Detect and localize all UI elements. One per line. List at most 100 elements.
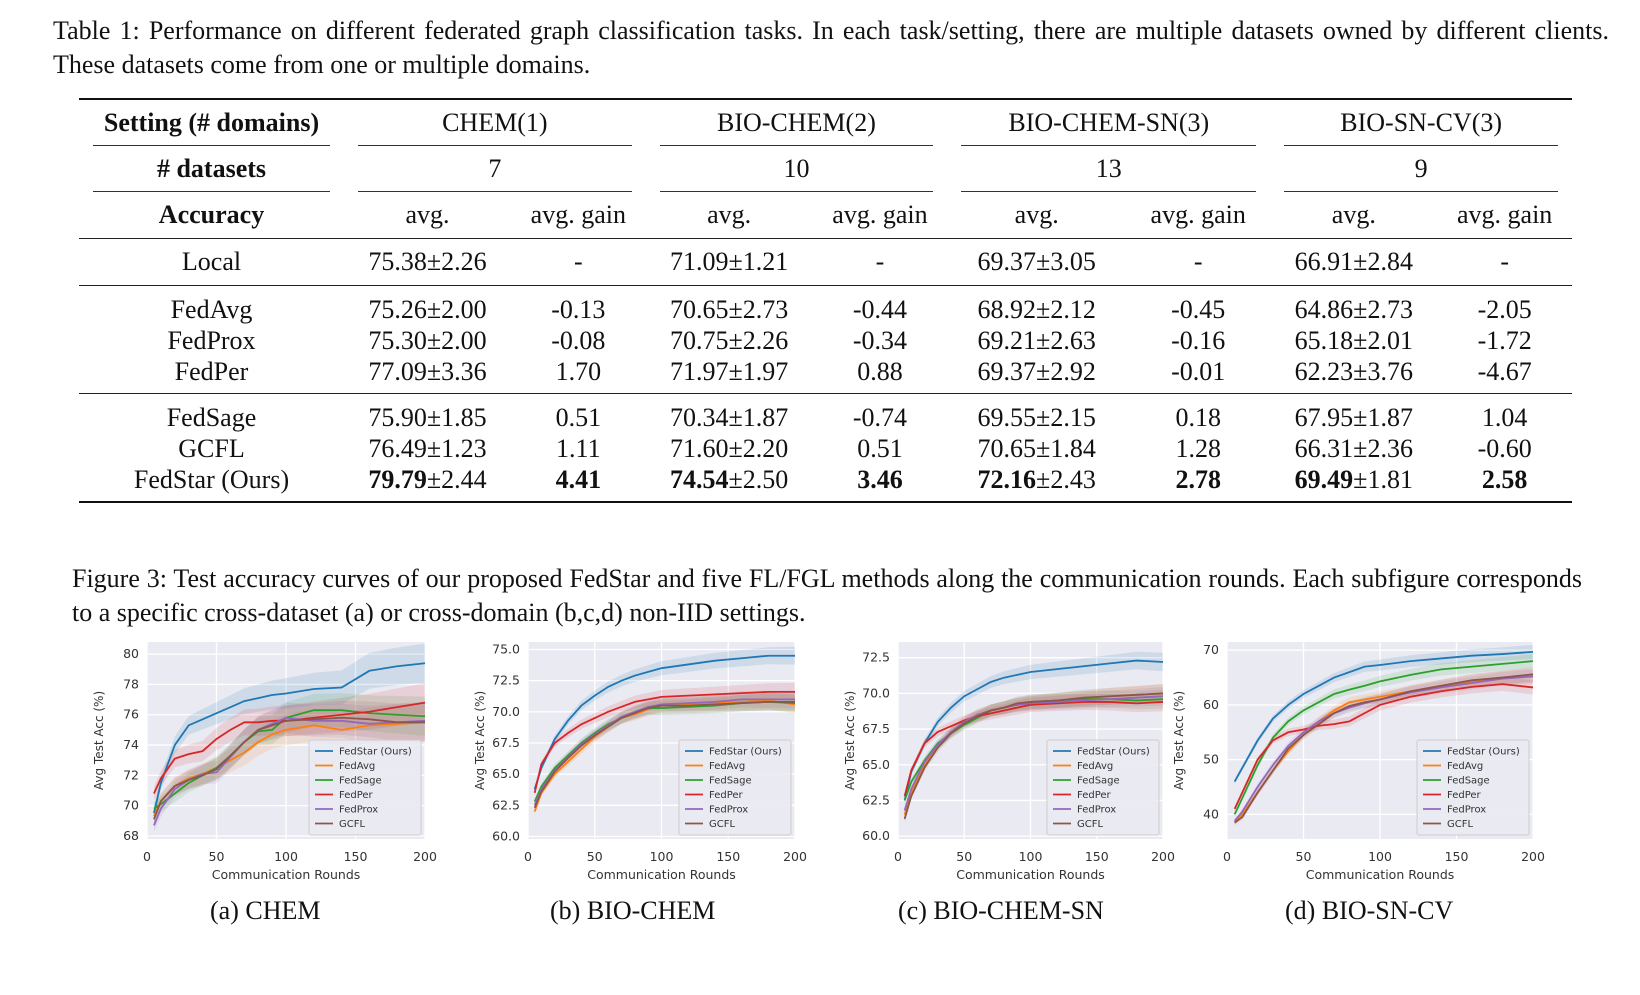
legend-label: FedAvg [339, 761, 375, 772]
x-tick-label: 200 [1521, 849, 1545, 864]
x-axis-label: Communication Rounds [587, 867, 736, 882]
gain-cell: 1.04 [1481, 403, 1528, 432]
y-tick-label: 70.0 [492, 704, 520, 719]
gain-header: avg. gain [812, 192, 948, 239]
accuracy-label: Accuracy [79, 192, 344, 239]
avg-cell: 64.86±2.73 [1270, 286, 1437, 326]
x-tick-label: 150 [344, 849, 368, 864]
avg-value: 68.92 [977, 295, 1037, 324]
std-value: ±1.84 [1036, 434, 1096, 463]
avg-cell: 77.09±3.36 [344, 356, 512, 394]
gain-cell: -0.34 [852, 326, 908, 355]
legend-label: FedAvg [1447, 761, 1483, 772]
std-value: ±2.00 [426, 326, 487, 355]
y-tick-label: 72.5 [862, 650, 890, 665]
method-name: FedProx [167, 326, 256, 355]
avg-value: 71.97 [670, 357, 729, 386]
table-row: Local 75.38±2.26-71.09±1.21-69.37±3.05-66… [79, 238, 1572, 286]
legend-label: FedAvg [709, 761, 745, 772]
legend-label: FedStar (Ours) [1447, 747, 1520, 758]
series-band [904, 651, 1163, 804]
subfigure-caption: (c) BIO-CHEM-SN [898, 896, 1104, 925]
table-row: FedAvg 75.26±2.00 -0.13 70.65±2.73 -0.44 68.9… [79, 286, 1572, 326]
header-row-settings: Setting (# domains) CHEM(1) BIO-CHEM(2) BIO… [79, 99, 1572, 146]
setting-header: BIO-CHEM(2) [659, 101, 934, 146]
gain-cell: - [1126, 238, 1271, 286]
y-tick-label: 50 [1203, 752, 1219, 767]
avg-value: 71.60 [670, 434, 729, 463]
std-value: ±2.36 [1353, 434, 1413, 463]
gain-cell: -0.44 [852, 295, 908, 324]
x-tick-label: 0 [1223, 849, 1231, 864]
series-line [533, 700, 795, 809]
y-tick-label: 70.0 [862, 685, 890, 700]
avg-cell: 75.26±2.00 [344, 286, 511, 326]
method-name: FedPer [79, 356, 344, 394]
std-value: ±2.50 [728, 465, 789, 494]
legend-label: FedProx [339, 805, 378, 816]
gain-cell: 0.51 [555, 403, 602, 432]
gain-cell: -1.72 [1477, 326, 1532, 355]
y-axis-label: Avg Test Acc (%) [843, 691, 857, 790]
table-row: FedProx 75.30±2.00 -0.08 70.75±2.26 -0.34 69.… [79, 325, 1572, 356]
std-value: ±3.76 [1353, 357, 1413, 386]
avg-cell: 67.95±1.87 [1270, 394, 1437, 434]
gain-header: avg. gain [511, 192, 646, 239]
std-value: ±2.20 [728, 434, 789, 463]
y-tick-label: 80 [123, 646, 139, 661]
x-tick-label: 50 [1296, 849, 1312, 864]
avg-value: 75.26 [368, 295, 427, 324]
series-band [534, 682, 795, 796]
avg-cell: 66.91±2.84 [1270, 238, 1438, 286]
avg-cell: 71.09±1.21 [645, 238, 813, 286]
series-line [153, 716, 425, 820]
avg-cell: 70.65±2.73 [646, 286, 813, 326]
gain-cell: - [1437, 238, 1572, 286]
std-value: ±1.23 [426, 434, 487, 463]
legend-label: FedSage [339, 776, 382, 787]
series-band [153, 643, 425, 821]
series-band [153, 700, 425, 827]
avg-value: 70.65 [977, 434, 1037, 463]
x-axis-label: Communication Rounds [1306, 867, 1455, 882]
method-name: FedSage [166, 403, 257, 432]
avg-cell: 72.16±2.43 [947, 464, 1126, 502]
method-name: Local [79, 238, 344, 286]
x-tick-label: 100 [1019, 849, 1043, 864]
avg-value: 75.38 [368, 247, 427, 276]
series-line [1233, 683, 1534, 810]
avg-value: 64.86 [1294, 295, 1354, 324]
avg-cell: 69.37±2.92 [947, 356, 1127, 394]
y-axis-label: Avg Test Acc (%) [1172, 691, 1186, 790]
series-line [903, 659, 1164, 801]
legend-label: FedStar (Ours) [709, 747, 782, 758]
x-tick-label: 150 [716, 849, 740, 864]
avg-value: 66.31 [1294, 434, 1354, 463]
avg-header: avg. [1270, 192, 1438, 239]
method-name: FedStar (Ours) [133, 465, 290, 494]
y-tick-label: 60 [1203, 697, 1219, 712]
std-value: ±1.85 [426, 403, 487, 432]
avg-cell: 71.97±1.97 [645, 356, 813, 394]
y-axis-label: Avg Test Acc (%) [473, 691, 487, 790]
std-value: ±1.81 [1353, 465, 1413, 494]
series-line [1234, 673, 1534, 824]
x-tick-label: 50 [956, 849, 972, 864]
avg-value: 65.18 [1294, 326, 1354, 355]
subfigure-caption: (d) BIO-SN-CV [1285, 896, 1454, 925]
gain-cell: -0.60 [1477, 434, 1532, 463]
std-value: ±2.12 [1036, 295, 1096, 324]
datasets-count: 9 [1284, 147, 1558, 192]
avg-value: 74.54 [670, 465, 729, 494]
table-caption: Table 1: Performance on different federa… [53, 16, 1609, 79]
avg-value: 69.49 [1294, 465, 1354, 494]
legend: FedStar (Ours) FedAvg FedSage FedPer FedProx… [1416, 739, 1530, 836]
legend-label: FedStar (Ours) [339, 747, 412, 758]
avg-cell: 68.92±2.12 [947, 286, 1126, 326]
y-tick-label: 78 [123, 676, 139, 691]
y-tick-label: 72.5 [492, 673, 520, 688]
std-value: ±2.43 [1036, 465, 1096, 494]
method-name: GCFL [178, 434, 245, 463]
avg-cell: 65.18±2.01 [1270, 325, 1437, 356]
avg-cell: 69.49±1.81 [1270, 464, 1437, 502]
